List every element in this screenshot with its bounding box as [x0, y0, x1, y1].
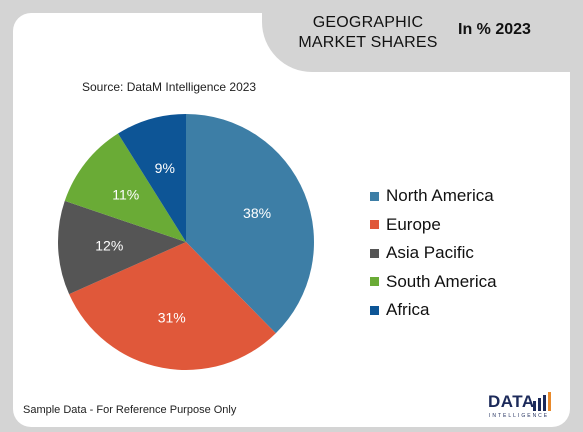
legend-swatch — [370, 248, 379, 258]
source-note: Source: DataM Intelligence 2023 — [82, 80, 257, 94]
logo-text: DATA — [488, 392, 535, 411]
pie-data-label: 31% — [158, 309, 186, 325]
legend-item: North America — [370, 182, 497, 211]
datam-logo: DATA INTELLIGENCE — [488, 392, 554, 426]
legend-label: Asia Pacific — [386, 243, 474, 263]
chart-title: GEOGRAPHIC MARKET SHARES — [298, 14, 438, 51]
legend-swatch — [370, 220, 379, 230]
pie-slice-north-america — [186, 114, 314, 334]
legend-item: Europe — [370, 211, 497, 240]
pie-data-label: 12% — [95, 238, 123, 254]
pie-slice-europe — [69, 242, 276, 370]
legend-label: Africa — [386, 300, 430, 320]
pie-slice-africa — [118, 114, 186, 242]
pie-slice-south-america — [64, 133, 186, 242]
legend-swatch — [370, 191, 379, 201]
logo-subtext: INTELLIGENCE — [489, 413, 550, 419]
legend-label: Europe — [386, 214, 441, 234]
pie-data-label: 38% — [243, 205, 271, 221]
pie-slice-asia-pacific — [57, 200, 186, 295]
header-tab — [262, 0, 583, 72]
legend-item: South America — [370, 268, 497, 297]
legend-label: South America — [386, 271, 497, 291]
pie-data-label: 9% — [155, 160, 175, 176]
legend-swatch — [370, 277, 379, 287]
legend: North America Europe Asia Pacific South Ame… — [370, 182, 497, 325]
legend-item: Asia Pacific — [370, 239, 497, 268]
footnote: Sample Data - For Reference Purpose Only — [23, 404, 237, 416]
legend-item: Africa — [370, 296, 497, 325]
chart-subtitle: In % 2023 — [458, 21, 531, 38]
logo-bars-icon — [533, 392, 551, 411]
legend-swatch — [370, 305, 379, 315]
pie-data-label: 11% — [112, 186, 139, 202]
legend-label: North America — [386, 186, 494, 206]
